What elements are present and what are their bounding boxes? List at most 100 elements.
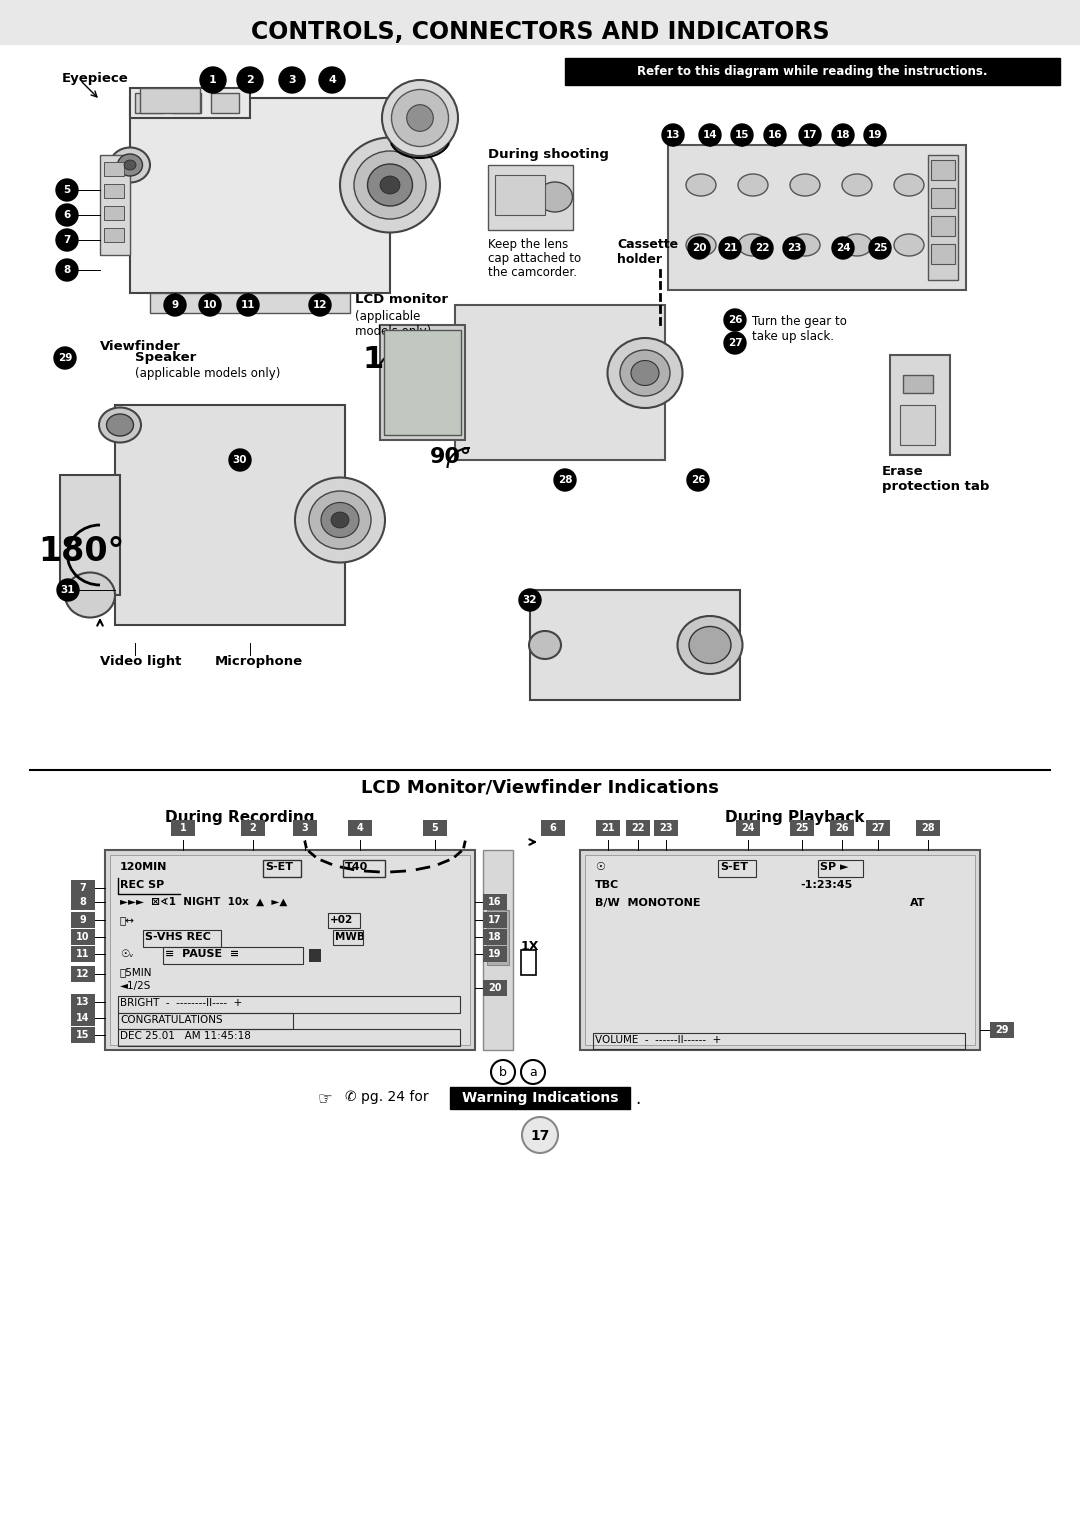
Text: During Recording: During Recording (165, 809, 314, 825)
Bar (488, 166, 573, 230)
Ellipse shape (295, 477, 384, 563)
Bar (931, 216, 955, 236)
Circle shape (319, 67, 345, 94)
Bar (71, 993, 95, 1010)
Ellipse shape (382, 80, 458, 156)
Text: 180°: 180° (363, 345, 442, 374)
Text: During shooting: During shooting (488, 149, 609, 161)
Bar (173, 94, 201, 113)
Ellipse shape (107, 414, 134, 435)
Text: 5: 5 (432, 823, 438, 832)
Bar (163, 947, 303, 964)
Bar (916, 820, 940, 837)
Ellipse shape (65, 572, 114, 618)
Bar (211, 94, 239, 113)
Bar (483, 980, 507, 996)
Circle shape (719, 238, 741, 259)
Text: CONTROLS, CONNECTORS AND INDICATORS: CONTROLS, CONNECTORS AND INDICATORS (251, 20, 829, 44)
Bar (343, 860, 384, 877)
Bar (495, 175, 545, 215)
Bar (71, 1010, 95, 1027)
Text: 31: 31 (60, 586, 76, 595)
Ellipse shape (309, 491, 372, 549)
Bar (140, 87, 200, 113)
Ellipse shape (686, 235, 716, 256)
Ellipse shape (354, 150, 426, 219)
Text: 26: 26 (728, 314, 742, 325)
Text: 180°: 180° (38, 535, 124, 569)
Bar (903, 376, 933, 392)
Bar (654, 820, 678, 837)
Text: 24: 24 (741, 823, 755, 832)
Bar (71, 894, 95, 911)
Text: 17: 17 (488, 915, 502, 924)
Text: S-VHS REC: S-VHS REC (145, 932, 211, 941)
Text: 25: 25 (795, 823, 809, 832)
Ellipse shape (529, 632, 561, 659)
Bar (450, 1087, 630, 1108)
Bar (110, 855, 470, 1046)
Ellipse shape (340, 138, 440, 233)
Circle shape (864, 124, 886, 146)
Circle shape (699, 124, 721, 146)
Circle shape (164, 294, 186, 316)
Bar (135, 94, 163, 113)
Text: 22: 22 (631, 823, 645, 832)
Bar (541, 820, 565, 837)
Circle shape (724, 310, 746, 331)
Text: 90°: 90° (430, 448, 472, 468)
Bar (596, 820, 620, 837)
Circle shape (869, 238, 891, 259)
Text: 28: 28 (921, 823, 935, 832)
Text: LCD Monitor/Viewfinder Indications: LCD Monitor/Viewfinder Indications (361, 779, 719, 796)
Text: 17: 17 (802, 130, 818, 140)
Ellipse shape (842, 175, 872, 196)
Text: 7: 7 (80, 883, 86, 894)
Text: 18: 18 (836, 130, 850, 140)
Circle shape (309, 294, 330, 316)
Bar (789, 820, 814, 837)
Circle shape (521, 1059, 545, 1084)
Text: 16: 16 (488, 897, 502, 908)
Bar (293, 820, 318, 837)
Text: ≡  PAUSE  ≡: ≡ PAUSE ≡ (165, 949, 240, 960)
Text: 18: 18 (488, 932, 502, 941)
Text: 21: 21 (602, 823, 615, 832)
Text: ☞: ☞ (318, 1090, 333, 1108)
Bar (626, 820, 650, 837)
Bar (580, 849, 980, 1050)
Text: 29: 29 (996, 1026, 1009, 1035)
Bar (118, 1013, 293, 1029)
Text: (applicable: (applicable (355, 310, 420, 323)
Circle shape (56, 228, 78, 251)
Text: CONGRATULATIONS: CONGRATULATIONS (120, 1015, 222, 1026)
Bar (333, 931, 363, 944)
Bar (104, 162, 124, 176)
Circle shape (57, 579, 79, 601)
Text: 32: 32 (523, 595, 537, 606)
Bar (241, 820, 265, 837)
Bar (100, 155, 130, 254)
Text: 3: 3 (288, 75, 296, 84)
Bar (928, 155, 958, 281)
Bar (483, 894, 507, 911)
Circle shape (200, 67, 226, 94)
Text: +02: +02 (330, 915, 353, 924)
Text: 15: 15 (734, 130, 750, 140)
Bar (866, 820, 890, 837)
Ellipse shape (894, 175, 924, 196)
Text: (applicable models only): (applicable models only) (135, 366, 281, 380)
Bar (423, 820, 447, 837)
Ellipse shape (738, 175, 768, 196)
Circle shape (783, 238, 805, 259)
Text: 29: 29 (58, 353, 72, 363)
Text: 19: 19 (488, 949, 502, 960)
Text: 1: 1 (210, 75, 217, 84)
Text: 20: 20 (692, 244, 706, 253)
Text: LCD monitor: LCD monitor (355, 293, 448, 307)
Text: 24: 24 (836, 244, 850, 253)
Text: -1:23:45: -1:23:45 (800, 880, 852, 891)
Text: 1: 1 (179, 823, 187, 832)
Bar (931, 189, 955, 208)
Text: 21: 21 (723, 244, 738, 253)
